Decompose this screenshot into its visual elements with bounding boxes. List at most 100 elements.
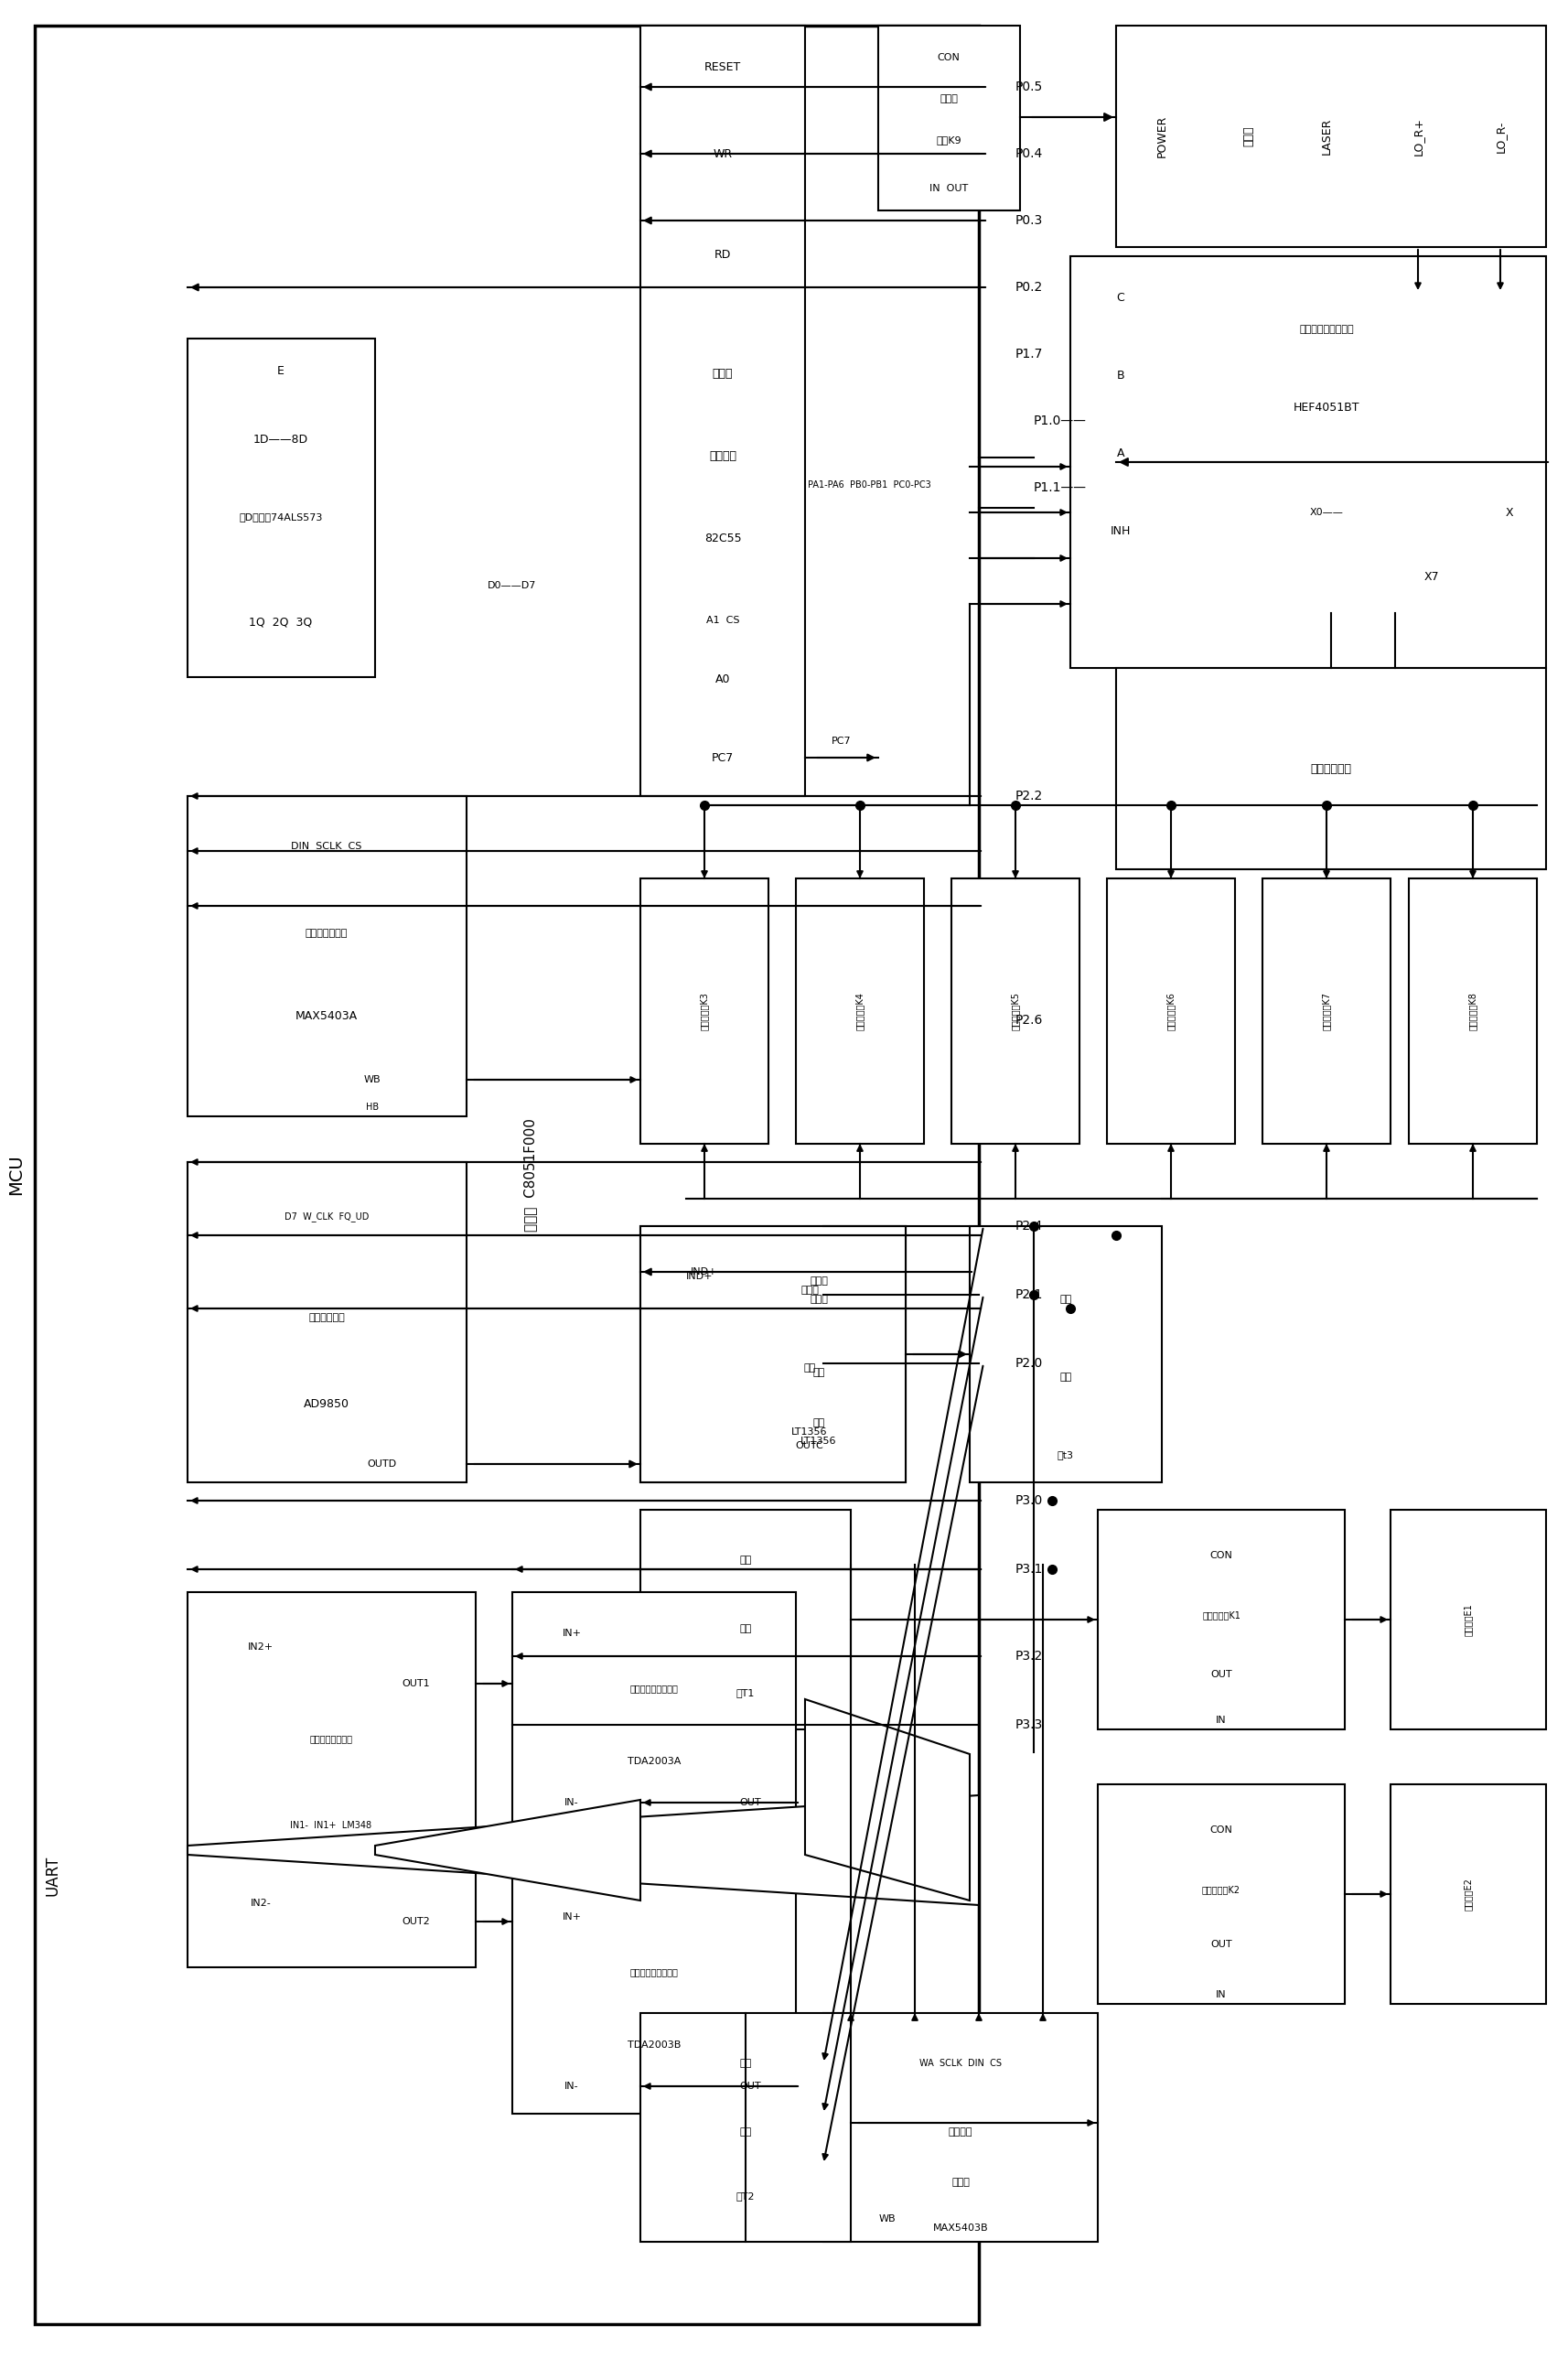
Text: 八D锁存器74ALS573: 八D锁存器74ALS573: [238, 512, 323, 521]
Text: 器T2: 器T2: [735, 2191, 754, 2200]
Text: LASER: LASER: [1320, 118, 1331, 156]
Bar: [640, 26, 804, 797]
Text: WR: WR: [712, 149, 732, 160]
Text: 扩展器件: 扩展器件: [709, 450, 735, 462]
Text: OUTD: OUTD: [367, 1460, 397, 1469]
Text: TDA2003A: TDA2003A: [627, 1757, 681, 1766]
Text: WB: WB: [878, 2214, 895, 2224]
Text: POWER: POWER: [1156, 116, 1167, 158]
Text: PC7: PC7: [831, 736, 851, 745]
Text: TDA2003B: TDA2003B: [627, 2040, 681, 2049]
Text: IN2+: IN2+: [248, 1644, 273, 1651]
Text: PC7: PC7: [712, 752, 734, 764]
Text: IN: IN: [1215, 1990, 1226, 2000]
Text: OUT: OUT: [1210, 1941, 1231, 1950]
Text: 可逆: 可逆: [739, 2059, 751, 2068]
Text: IN-: IN-: [564, 1799, 579, 1806]
Text: INH: INH: [1110, 526, 1131, 538]
Text: IN-: IN-: [564, 2082, 579, 2092]
Text: P0.5: P0.5: [1014, 80, 1043, 94]
Text: OUT1: OUT1: [401, 1679, 430, 1688]
Text: 一号电针E1: 一号电针E1: [1463, 1603, 1472, 1636]
Text: 82C55: 82C55: [704, 533, 740, 545]
Bar: [1389, 1785, 1544, 2004]
Text: 激光头: 激光头: [1242, 125, 1254, 146]
Text: 变压: 变压: [739, 1625, 751, 1634]
Text: UART: UART: [45, 1856, 61, 1896]
Text: 二号继电器K2: 二号继电器K2: [1201, 1884, 1240, 1893]
Text: MAX5403A: MAX5403A: [295, 1009, 358, 1021]
Bar: [188, 1592, 475, 1967]
Bar: [950, 880, 1079, 1144]
Text: 集成: 集成: [803, 1363, 815, 1372]
Bar: [1408, 880, 1537, 1144]
Text: CON: CON: [1209, 1825, 1232, 1835]
Bar: [795, 880, 924, 1144]
Text: X: X: [1505, 507, 1513, 519]
Text: D0——D7: D0——D7: [488, 580, 536, 590]
Bar: [1098, 1509, 1344, 1728]
Text: P2.4: P2.4: [1014, 1219, 1043, 1233]
Text: 二号数字: 二号数字: [949, 2127, 972, 2136]
Text: P3.2: P3.2: [1014, 1651, 1043, 1662]
Text: 可编程: 可编程: [712, 368, 732, 380]
Bar: [513, 1592, 795, 1830]
Text: 电脑冲信号合成器: 电脑冲信号合成器: [309, 1733, 353, 1743]
Text: E: E: [278, 365, 284, 377]
Text: IN: IN: [1215, 1717, 1226, 1724]
Bar: [1098, 1785, 1344, 2004]
Text: OUT: OUT: [739, 1799, 760, 1806]
Text: 三号: 三号: [1058, 1295, 1071, 1304]
Text: P2.1: P2.1: [1014, 1287, 1043, 1302]
Text: OUT: OUT: [1210, 1669, 1231, 1679]
Text: 一号宽带功率放大器: 一号宽带功率放大器: [629, 1684, 677, 1693]
Text: P3.3: P3.3: [1014, 1719, 1043, 1731]
Text: 六号继电器K6: 六号继电器K6: [1165, 993, 1174, 1030]
Bar: [969, 1226, 1162, 1483]
Text: A: A: [1116, 448, 1124, 460]
Text: 器t3: 器t3: [1057, 1450, 1074, 1460]
Text: X7: X7: [1424, 571, 1438, 582]
Text: IND+: IND+: [690, 1266, 718, 1276]
Text: 一号数字电位器: 一号数字电位器: [306, 929, 348, 938]
Text: P3.0: P3.0: [1014, 1495, 1043, 1507]
Bar: [1069, 257, 1544, 667]
Bar: [188, 1162, 466, 1483]
Text: 变压: 变压: [1058, 1372, 1071, 1382]
Bar: [34, 26, 978, 2325]
Text: RD: RD: [713, 248, 731, 259]
Polygon shape: [188, 1794, 978, 1905]
Bar: [640, 880, 768, 1144]
Text: 二号宽带功率放大器: 二号宽带功率放大器: [629, 1967, 677, 1976]
Text: P0.4: P0.4: [1014, 146, 1043, 160]
Text: IN  OUT: IN OUT: [928, 184, 967, 193]
Text: HB: HB: [365, 1104, 378, 1111]
Text: IN2-: IN2-: [251, 1898, 271, 1908]
Text: LT1356: LT1356: [792, 1427, 828, 1436]
Bar: [188, 340, 375, 677]
Text: D7  W_CLK  FQ_UD: D7 W_CLK FQ_UD: [284, 1212, 368, 1221]
Text: 八号继电器K8: 八号继电器K8: [1468, 993, 1477, 1030]
Text: 三号继电器K3: 三号继电器K3: [699, 993, 709, 1030]
Text: 四远放: 四远放: [800, 1285, 818, 1295]
Text: IN1-  IN1+  LM348: IN1- IN1+ LM348: [290, 1820, 372, 1830]
Text: OUT2: OUT2: [401, 1917, 430, 1926]
Text: 九号继: 九号继: [939, 94, 956, 104]
Text: LO_R-: LO_R-: [1493, 120, 1505, 153]
Text: WB: WB: [364, 1075, 381, 1085]
Text: P2.2: P2.2: [1014, 790, 1043, 802]
Text: AD9850: AD9850: [304, 1398, 350, 1410]
Text: CON: CON: [1209, 1552, 1232, 1561]
Text: C: C: [1116, 292, 1124, 304]
Text: 1Q  2Q  3Q: 1Q 2Q 3Q: [249, 615, 312, 627]
Text: B: B: [1116, 370, 1124, 382]
Text: 变压: 变压: [739, 2127, 751, 2136]
Text: A1  CS: A1 CS: [706, 615, 739, 625]
Bar: [513, 1875, 795, 2113]
Text: P2.6: P2.6: [1014, 1014, 1043, 1026]
Text: P0.3: P0.3: [1014, 215, 1043, 226]
Polygon shape: [375, 1799, 640, 1901]
Text: HEF4051BT: HEF4051BT: [1292, 401, 1359, 413]
Text: 电阻分压网络: 电阻分压网络: [1309, 762, 1352, 773]
Text: LT1356: LT1356: [800, 1436, 836, 1445]
